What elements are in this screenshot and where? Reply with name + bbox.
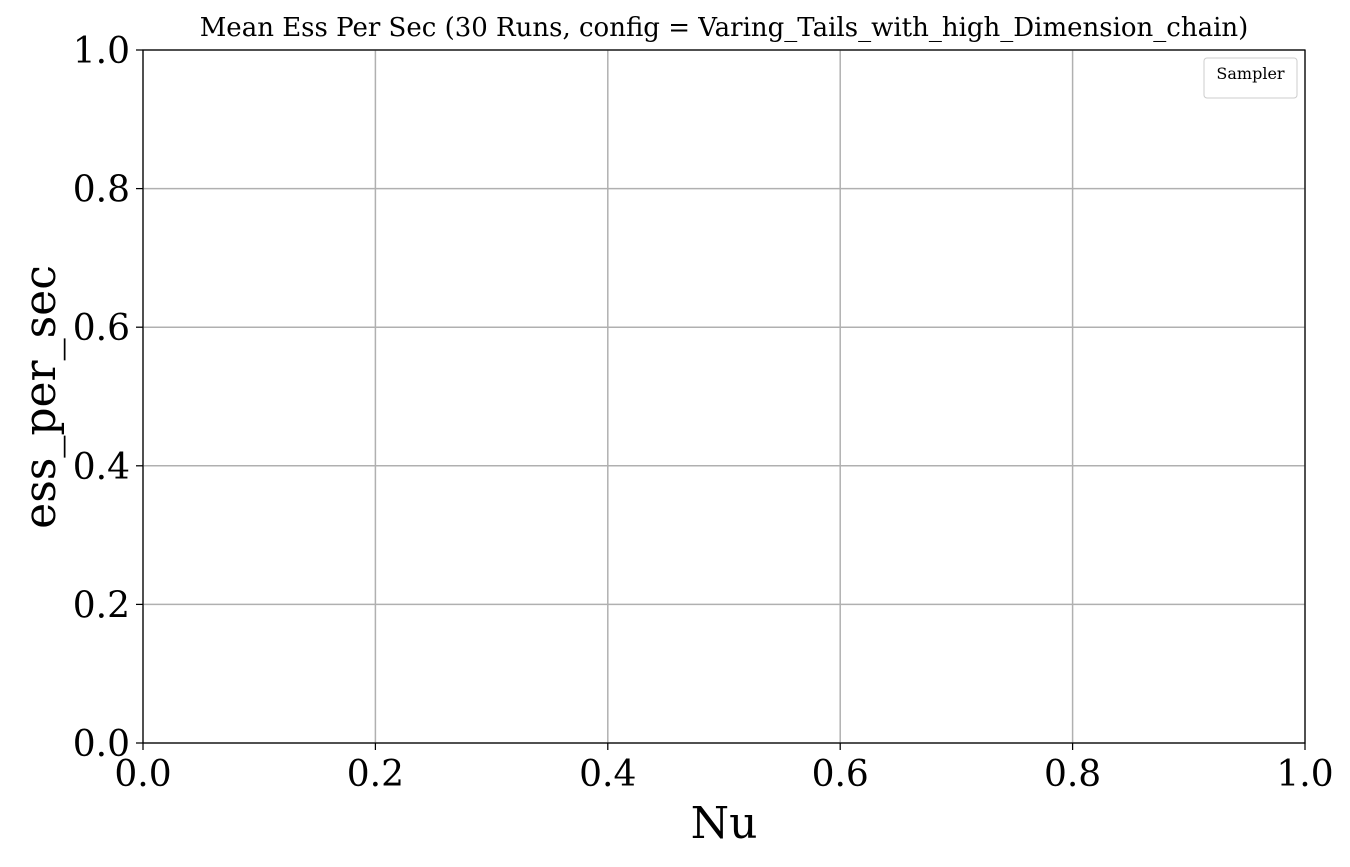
chart-title: Mean Ess Per Sec (30 Runs, config = Vari… <box>200 13 1249 43</box>
x-tick-label: 0.8 <box>1044 754 1101 795</box>
y-tick-label: 0.4 <box>73 447 130 488</box>
y-tick-label: 0.0 <box>73 724 130 765</box>
x-tick-label: 0.2 <box>347 754 404 795</box>
plot-area-frame <box>142 49 1306 744</box>
y-tick-label: 0.6 <box>73 308 130 349</box>
legend-title: Sampler <box>1216 64 1285 83</box>
y-tick-label: 0.2 <box>73 585 130 626</box>
x-axis-label: Nu <box>691 798 758 849</box>
legend: Sampler <box>1203 57 1298 99</box>
x-tick-label: 0.4 <box>579 754 636 795</box>
axis-ticks: 0.0 0.2 0.4 0.6 0.8 1.0 0.0 0.2 0.4 0.6 0.8 1.0 <box>73 31 1334 795</box>
legend-box <box>1203 57 1298 99</box>
y-tick-label: 0.8 <box>73 170 130 211</box>
x-tick-label: 1.0 <box>1276 754 1333 795</box>
y-tick-label: 1.0 <box>73 31 130 72</box>
y-axis-label: ess_per_sec <box>15 265 66 529</box>
x-tick-label: 0.6 <box>812 754 869 795</box>
x-tick-label: 0.0 <box>114 754 171 795</box>
